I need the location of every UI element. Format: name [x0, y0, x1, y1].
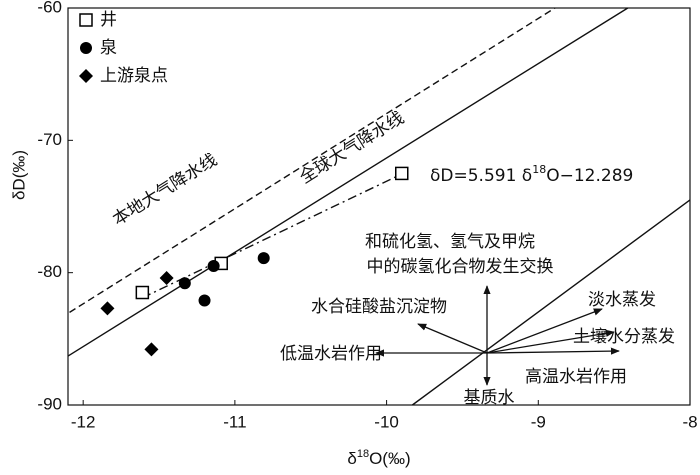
legend-label: 上游泉点	[100, 66, 168, 86]
x-axis-title: δ18O(‰)	[347, 448, 410, 469]
y-tick-label: -70	[37, 130, 62, 149]
marker-square	[79, 13, 93, 27]
marker-diamond	[159, 270, 174, 285]
y-tick-label: -60	[37, 0, 62, 16]
process-label: 淡水蒸发	[588, 290, 656, 310]
equation: δD=5.591 δ18O−12.289	[430, 163, 633, 186]
process-label: 高温水岩作用	[525, 367, 627, 387]
marker-circle	[198, 294, 211, 307]
process-label: 基质水	[464, 388, 515, 408]
marker-diamond	[100, 301, 115, 316]
x-tick-label: -10	[374, 412, 399, 431]
process-label: 中的碳氢化合物发生交换	[367, 257, 554, 277]
x-tick-label: -11	[223, 412, 246, 431]
marker-square	[135, 285, 150, 300]
marker-circle	[207, 260, 220, 273]
process-label: 低温水岩作用	[280, 344, 382, 364]
process-label: 和硫化氢、氢气及甲烷	[365, 232, 535, 252]
x-tick-label: -12	[71, 412, 96, 431]
marker-circle	[178, 277, 191, 290]
reference-line	[69, 7, 556, 313]
arrows	[375, 285, 620, 386]
x-tick-label: -9	[531, 412, 546, 431]
x-tick-label: -8	[682, 412, 697, 431]
marker-diamond	[144, 342, 159, 357]
marker-diamond	[79, 69, 93, 83]
process-label: 水合硅酸盐沉淀物	[311, 297, 447, 317]
marker-square	[395, 166, 409, 181]
reference-line	[67, 7, 629, 357]
legend-label: 泉	[100, 38, 117, 58]
y-tick-label: -90	[37, 394, 62, 413]
legend-label: 井	[100, 10, 117, 30]
marker-circle	[257, 252, 270, 265]
plot-frame	[67, 7, 691, 406]
marker-circle	[80, 42, 92, 54]
line-label: 本地大气降水线	[109, 150, 221, 230]
line-label: 全球大气降水线	[296, 108, 408, 188]
reference-line	[411, 199, 691, 406]
y-axis-title: δD(‰)	[9, 150, 28, 200]
process-label: 土壤水分蒸发	[573, 326, 675, 347]
y-tick-label: -80	[37, 262, 62, 281]
